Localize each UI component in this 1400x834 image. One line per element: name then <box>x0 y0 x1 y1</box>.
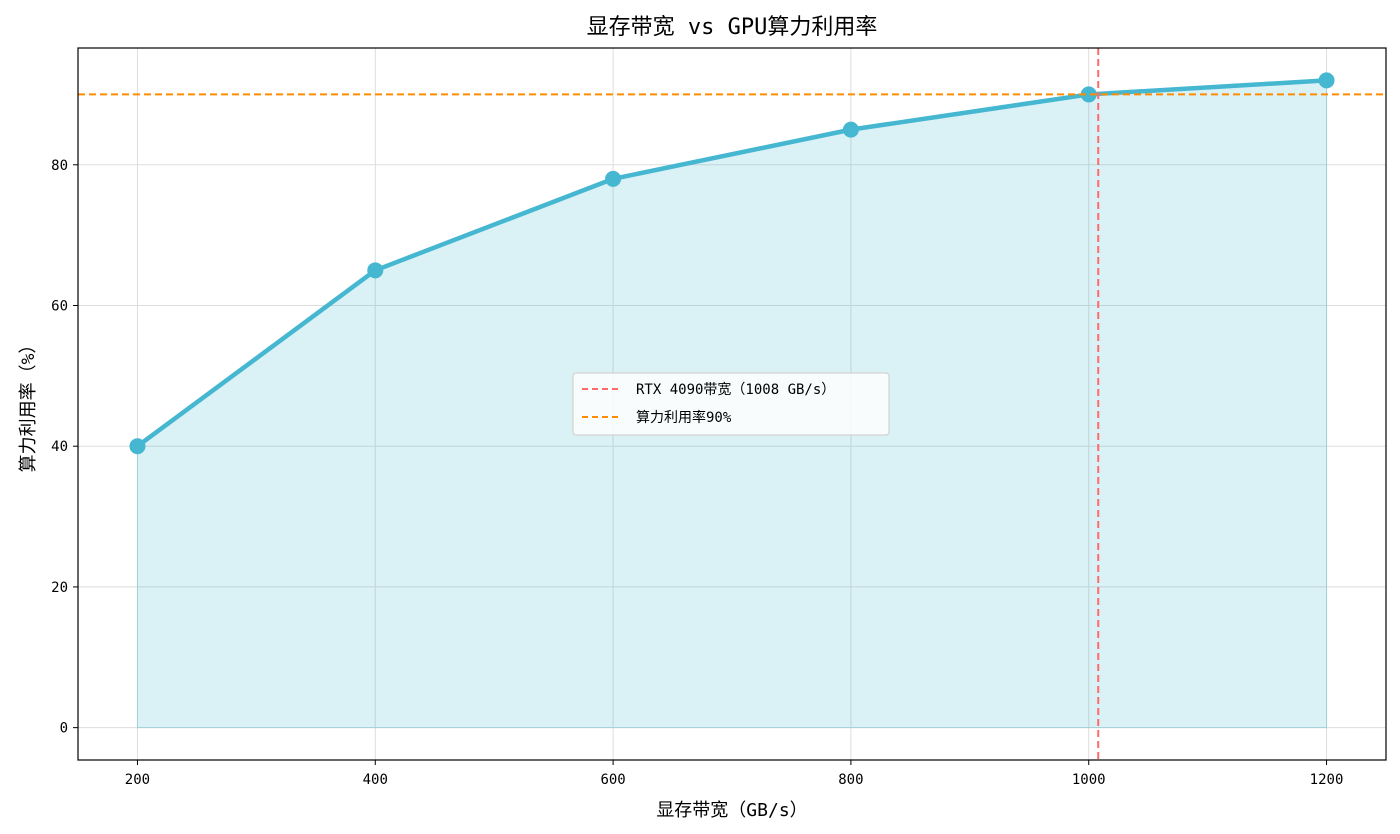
x-tick-label: 800 <box>838 772 863 788</box>
data-point <box>842 121 859 138</box>
y-tick-label: 0 <box>60 721 68 737</box>
y-tick-label: 40 <box>51 439 68 455</box>
x-tick-label: 400 <box>363 772 388 788</box>
data-point <box>1080 86 1097 103</box>
series-line <box>136 78 1327 449</box>
legend: RTX 4090带宽（1008 GB/s） 算力利用率90% <box>572 372 890 436</box>
chart-title: 显存带宽 vs GPU算力利用率 <box>587 15 878 40</box>
data-point <box>605 170 622 187</box>
data-point <box>1318 72 1335 89</box>
x-tick-label: 1000 <box>1072 772 1106 788</box>
x-axis-label: 显存带宽（GB/s） <box>656 800 807 821</box>
plot-frame <box>77 47 1387 761</box>
data-point <box>367 262 384 279</box>
x-tick-label: 200 <box>125 772 150 788</box>
x-tick-label: 600 <box>600 772 625 788</box>
y-axis-label: 算力利用率（%） <box>18 336 39 473</box>
x-tick-label: 1200 <box>1310 772 1344 788</box>
y-tick-label: 20 <box>51 580 68 596</box>
y-tick-label: 80 <box>51 158 68 174</box>
data-point <box>129 438 146 455</box>
legend-label-90pct: 算力利用率90% <box>636 409 732 426</box>
y-tick-label: 60 <box>51 299 68 315</box>
legend-box <box>572 372 890 436</box>
legend-label-rtx4090: RTX 4090带宽（1008 GB/s） <box>636 381 835 398</box>
